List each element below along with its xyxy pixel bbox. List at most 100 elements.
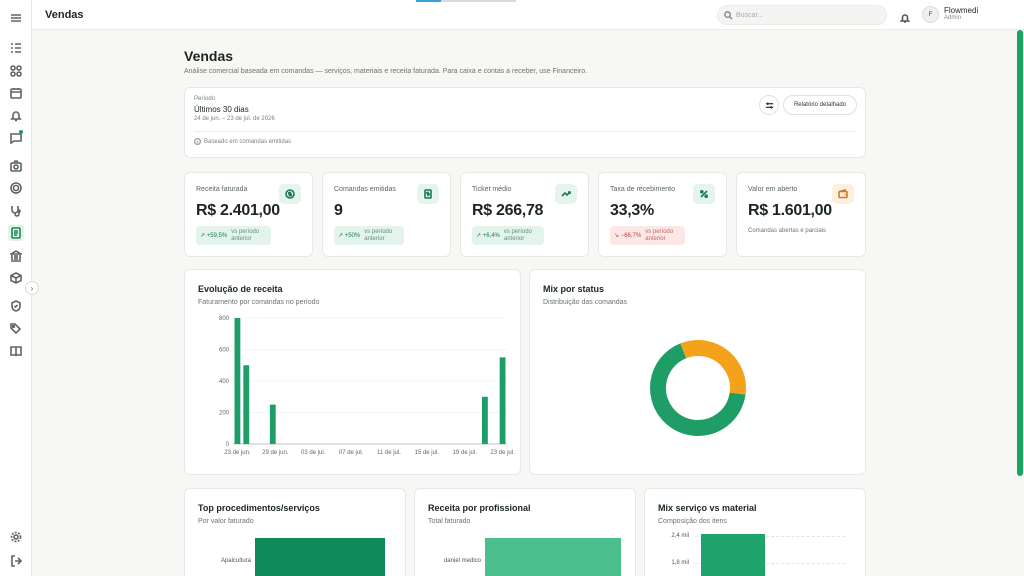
filters-button[interactable] (759, 95, 779, 115)
sidebar-expand-button[interactable]: › (25, 281, 39, 295)
percent-icon (693, 184, 715, 204)
y-tick-label: 1,8 mil (671, 560, 689, 566)
y-tick-label: 400 (219, 379, 230, 385)
camera-icon[interactable] (8, 158, 24, 174)
kpi-card-average-ticket: Ticket médio R$ 266,78 ↗ +6,4% vs período… (460, 172, 589, 257)
target-icon[interactable] (8, 180, 24, 196)
user-name[interactable]: Flowmedi (944, 6, 979, 15)
info-icon (194, 138, 201, 145)
procedure-category-label: Apalcultura (220, 558, 251, 564)
revenue-bar[interactable] (499, 357, 506, 444)
kpi-delta-badge: ↗ +6,4% vs período anterior (472, 226, 544, 245)
kpi-delta: ↗ +6,4% (476, 233, 500, 239)
book-icon[interactable] (8, 343, 24, 359)
kpi-card-open-amount: Valor em aberto R$ 1.601,00 Comandas abe… (736, 172, 866, 257)
y-tick-label: 600 (219, 348, 230, 354)
kpi-delta: ↗ +59,5% (200, 233, 228, 239)
trending-up-icon (555, 184, 577, 204)
kpi-value: R$ 1.601,00 (748, 202, 832, 219)
package-icon[interactable] (8, 270, 24, 286)
x-tick-label: 03 de jul. (301, 450, 326, 456)
shield-icon[interactable] (8, 298, 24, 314)
revenue-bar[interactable] (269, 404, 276, 444)
list-checks-icon[interactable] (8, 40, 24, 56)
settings-icon[interactable] (8, 529, 24, 545)
page-scrollbar[interactable] (1017, 30, 1023, 476)
y-tick-label: 200 (219, 411, 230, 417)
status-mix-card: Mix por status Distribuição das comandas (529, 269, 866, 475)
kpi-delta: ↗ +50% (338, 233, 361, 239)
notifications-bell-icon[interactable] (899, 10, 911, 23)
bell-icon[interactable] (8, 108, 24, 124)
kpi-delta-badge: ↗ +50% vs período anterior (334, 226, 405, 245)
page-title: Vendas (184, 48, 234, 64)
menu-icon[interactable] (8, 10, 24, 26)
revenue-bar[interactable] (481, 396, 488, 444)
professional-bar (485, 538, 621, 576)
page-subtitle: Análise comercial baseada em comandas — … (184, 68, 588, 75)
chart-subtitle: Por valor faturado (198, 518, 254, 525)
chart-title: Top procedimentos/serviços (198, 503, 320, 513)
bank-icon[interactable] (8, 248, 24, 264)
loading-progress-bar (416, 0, 516, 2)
app-title: Vendas (45, 9, 84, 21)
x-tick-label: 29 de jun. (262, 450, 289, 456)
kpi-label: Taxa de recebimento (610, 186, 675, 193)
tags-icon[interactable] (8, 320, 24, 336)
x-tick-label: 07 de jul. (339, 450, 364, 456)
kpi-vs: vs período anterior (645, 228, 674, 242)
kpi-label: Valor em aberto (748, 186, 798, 193)
grid-icon[interactable] (8, 63, 24, 79)
period-label: Período (194, 96, 216, 102)
chart-subtitle: Total faturado (428, 518, 471, 525)
gridline (695, 536, 845, 537)
donut-slice[interactable] (650, 340, 746, 436)
y-tick-label: 800 (219, 316, 230, 322)
x-tick-label: 23 de jul. (490, 450, 515, 456)
kpi-card-orders: Comandas emitidas 9 ↗ +50% vs período ant… (322, 172, 451, 257)
info-text: Baseado em comandas emitidas (204, 138, 292, 145)
info-note: Baseado em comandas emitidas (194, 138, 291, 145)
service-bar (701, 534, 765, 576)
chevron-right-icon: › (30, 283, 34, 293)
gridline (695, 563, 845, 564)
kpi-value: 9 (334, 202, 343, 219)
period-selector[interactable]: Últimos 30 dias (194, 105, 249, 114)
kpi-card-collection-rate: Taxa de recebimento 33,3% ↘ −66,7% vs per… (598, 172, 727, 257)
loading-progress-fill (416, 0, 441, 2)
kpi-vs: vs período anterior (231, 228, 260, 242)
professional-category-label: daniel medico (443, 558, 481, 564)
y-tick-label: 0 (226, 442, 230, 448)
divider (194, 131, 856, 132)
period-filter-card: Período Últimos 30 dias 24 de jun. – 23 … (184, 87, 866, 158)
kpi-note: Comandas abertas e parciais (748, 228, 827, 234)
kpi-card-revenue: Receita faturada R$ 2.401,00 ↗ +59,5% vs … (184, 172, 313, 257)
receipt-icon (417, 184, 439, 204)
x-tick-label: 15 de jul. (415, 450, 440, 456)
revenue-evolution-card: Evolução de receita Faturamento por coma… (184, 269, 521, 475)
revenue-bar-chart: 0 200 400 600 800 23 de jun. 29 de jun. 03 de j… (219, 316, 515, 456)
top-procedures-card: Top procedimentos/serviços Por valor fat… (184, 488, 406, 576)
x-tick-label: 19 de jul. (453, 450, 478, 456)
search-box[interactable] (717, 5, 887, 25)
revenue-bar[interactable] (243, 365, 250, 444)
search-input[interactable] (736, 9, 876, 22)
chart-title: Mix por status (543, 284, 605, 294)
dollar-icon (279, 184, 301, 204)
logout-icon[interactable] (8, 553, 24, 569)
period-range: 24 de jun. – 23 de jul. de 2026 (194, 116, 275, 122)
revenue-bar[interactable] (234, 318, 241, 444)
kpi-delta-badge: ↗ +59,5% vs período anterior (196, 226, 272, 245)
avatar[interactable]: F (922, 6, 939, 23)
calendar-icon[interactable] (8, 85, 24, 101)
chart-title: Mix serviço vs material (658, 503, 757, 513)
sales-report-icon[interactable] (8, 225, 24, 241)
chat-icon[interactable] (8, 130, 24, 146)
procedure-bar (255, 538, 385, 576)
kpi-label: Comandas emitidas (334, 186, 396, 193)
kpi-vs: vs período anterior (503, 228, 532, 242)
detailed-report-button[interactable]: Relatório detalhado (783, 95, 857, 115)
kpi-label: Receita faturada (196, 186, 248, 193)
stethoscope-icon[interactable] (8, 203, 24, 219)
chart-title: Receita por profissional (428, 503, 531, 513)
